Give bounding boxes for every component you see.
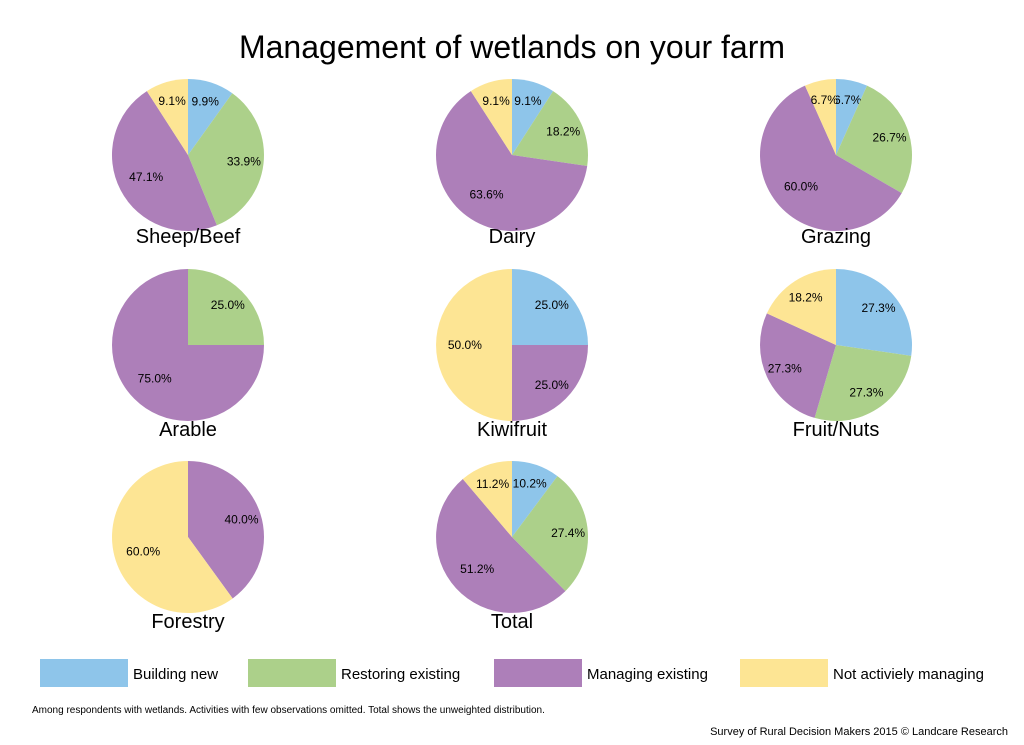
legend-swatch-managing-existing xyxy=(494,659,582,687)
slice-dairy-managing-existing xyxy=(436,91,588,231)
slice-label-sheep-beef-restoring-existing: 33.9% xyxy=(227,155,261,169)
slice-grazing-not-activiely-managing xyxy=(804,79,836,155)
pie-name-sheep-beef: Sheep/Beef xyxy=(136,226,241,248)
slice-label-sheep-beef-not-activiely-managing: 9.1% xyxy=(158,94,186,108)
slice-total-managing-existing xyxy=(436,479,566,613)
slice-total-not-activiely-managing xyxy=(462,461,512,537)
pie-kiwifruit: 25.0% 25.0% 50.0% Kiwifruit xyxy=(436,269,588,441)
slice-dairy-building-new xyxy=(512,79,554,155)
slice-label-total-restoring-existing: 27.4% xyxy=(551,526,585,540)
slice-dairy-not-activiely-managing xyxy=(470,79,512,155)
slice-label-total-not-activiely-managing: 11.2% xyxy=(476,477,509,491)
legend-label-restoring-existing: Restoring existing xyxy=(341,666,460,683)
pie-forestry: 40.0% 60.0% Forestry xyxy=(112,460,265,633)
legend-label-managing-existing: Managing existing xyxy=(587,666,708,683)
slice-forestry-managing-existing xyxy=(188,460,265,599)
pie-dairy: 9.1% 18.2% 63.6% 9.1% Dairy xyxy=(436,79,589,248)
slice-label-fruit-nuts-restoring-existing: 27.3% xyxy=(849,385,883,399)
slice-sheep-beef-not-activiely-managing xyxy=(146,79,188,155)
slice-label-kiwifruit-not-activiely-managing: 50.0% xyxy=(448,338,482,352)
pie-name-fruit-nuts: Fruit/Nuts xyxy=(793,419,880,441)
slice-label-total-managing-existing: 51.2% xyxy=(460,562,494,576)
slice-forestry-not-activiely-managing xyxy=(112,461,233,613)
slice-label-arable-restoring-existing: 25.0% xyxy=(211,298,245,312)
slice-kiwifruit-managing-existing xyxy=(512,345,588,421)
slice-fruit-nuts-restoring-existing xyxy=(814,345,912,421)
source-credit: Survey of Rural Decision Makers 2015 © L… xyxy=(710,726,1008,738)
slice-total-restoring-existing xyxy=(512,476,589,592)
slice-label-dairy-not-activiely-managing: 9.1% xyxy=(482,94,510,108)
slice-label-fruit-nuts-not-activiely-managing: 18.2% xyxy=(789,291,823,305)
slice-label-sheep-beef-managing-existing: 47.1% xyxy=(129,170,163,184)
slice-label-forestry-managing-existing: 40.0% xyxy=(224,513,258,527)
slice-total-building-new xyxy=(512,461,558,537)
pie-sheep-beef: 9.9% 33.9% 47.1% 9.1% Sheep/Beef xyxy=(111,79,264,248)
slice-sheep-beef-managing-existing xyxy=(111,91,217,232)
legend-label-not-activiely-managing: Not activiely managing xyxy=(833,666,984,683)
slice-sheep-beef-building-new xyxy=(188,79,233,155)
slice-label-dairy-managing-existing: 63.6% xyxy=(469,188,503,202)
legend-swatch-building-new xyxy=(40,659,128,687)
slice-label-dairy-restoring-existing: 18.2% xyxy=(546,125,580,139)
pie-name-arable: Arable xyxy=(159,419,217,441)
slice-arable-managing-existing xyxy=(112,269,264,421)
slice-grazing-restoring-existing xyxy=(836,85,913,194)
pie-name-total: Total xyxy=(491,611,533,633)
legend-swatch-not-activiely-managing xyxy=(740,659,828,687)
chart-title: Management of wetlands on your farm xyxy=(239,29,785,65)
slice-label-dairy-building-new: 9.1% xyxy=(514,94,542,108)
pie-name-dairy: Dairy xyxy=(489,226,536,248)
legend: Building new Restoring existing Managing e… xyxy=(40,659,984,687)
footnote: Among respondents with wetlands. Activit… xyxy=(32,705,545,716)
slice-kiwifruit-building-new xyxy=(512,269,588,345)
slice-label-grazing-managing-existing: 60.0% xyxy=(784,180,818,194)
slice-label-kiwifruit-managing-existing: 25.0% xyxy=(535,378,569,392)
slice-fruit-nuts-not-activiely-managing xyxy=(766,269,836,345)
pie-name-forestry: Forestry xyxy=(151,611,224,633)
slice-label-fruit-nuts-managing-existing: 27.3% xyxy=(768,361,802,375)
slice-fruit-nuts-building-new xyxy=(836,269,913,356)
legend-swatch-restoring-existing xyxy=(248,659,336,687)
slice-label-grazing-not-activiely-managing: 6.7% xyxy=(811,93,839,107)
pies-layer: 9.9% 33.9% 47.1% 9.1% Sheep/Beef 9.1% 18.2% 63.… xyxy=(111,79,913,633)
slice-dairy-restoring-existing xyxy=(512,91,589,166)
pie-name-kiwifruit: Kiwifruit xyxy=(477,419,547,441)
slice-label-fruit-nuts-building-new: 27.3% xyxy=(861,301,895,315)
pie-grazing: 6.7% 26.7% 60.0% 6.7% Grazing xyxy=(760,79,913,248)
slice-label-kiwifruit-building-new: 25.0% xyxy=(535,298,569,312)
slice-kiwifruit-not-activiely-managing xyxy=(436,269,512,421)
legend-label-building-new: Building new xyxy=(133,666,218,683)
pie-total: 10.2% 27.4% 51.2% 11.2% Total xyxy=(436,461,589,633)
slice-label-arable-managing-existing: 75.0% xyxy=(138,371,172,385)
slice-sheep-beef-restoring-existing xyxy=(188,93,264,226)
pie-arable: 25.0% 75.0% Arable xyxy=(112,269,264,441)
slice-fruit-nuts-managing-existing xyxy=(760,313,836,418)
slice-label-grazing-restoring-existing: 26.7% xyxy=(872,131,906,145)
slice-label-total-building-new: 10.2% xyxy=(513,477,547,491)
pie-name-grazing: Grazing xyxy=(801,226,871,248)
slice-label-sheep-beef-building-new: 9.9% xyxy=(192,95,220,109)
slice-label-forestry-not-activiely-managing: 60.0% xyxy=(126,545,160,559)
slice-arable-restoring-existing xyxy=(188,269,264,345)
pie-fruit-nuts: 27.3% 27.3% 27.3% 18.2% Fruit/Nuts xyxy=(760,269,913,441)
slice-label-grazing-building-new: 6.7% xyxy=(834,93,862,107)
slice-grazing-building-new xyxy=(836,79,868,155)
slice-grazing-managing-existing xyxy=(760,85,902,231)
